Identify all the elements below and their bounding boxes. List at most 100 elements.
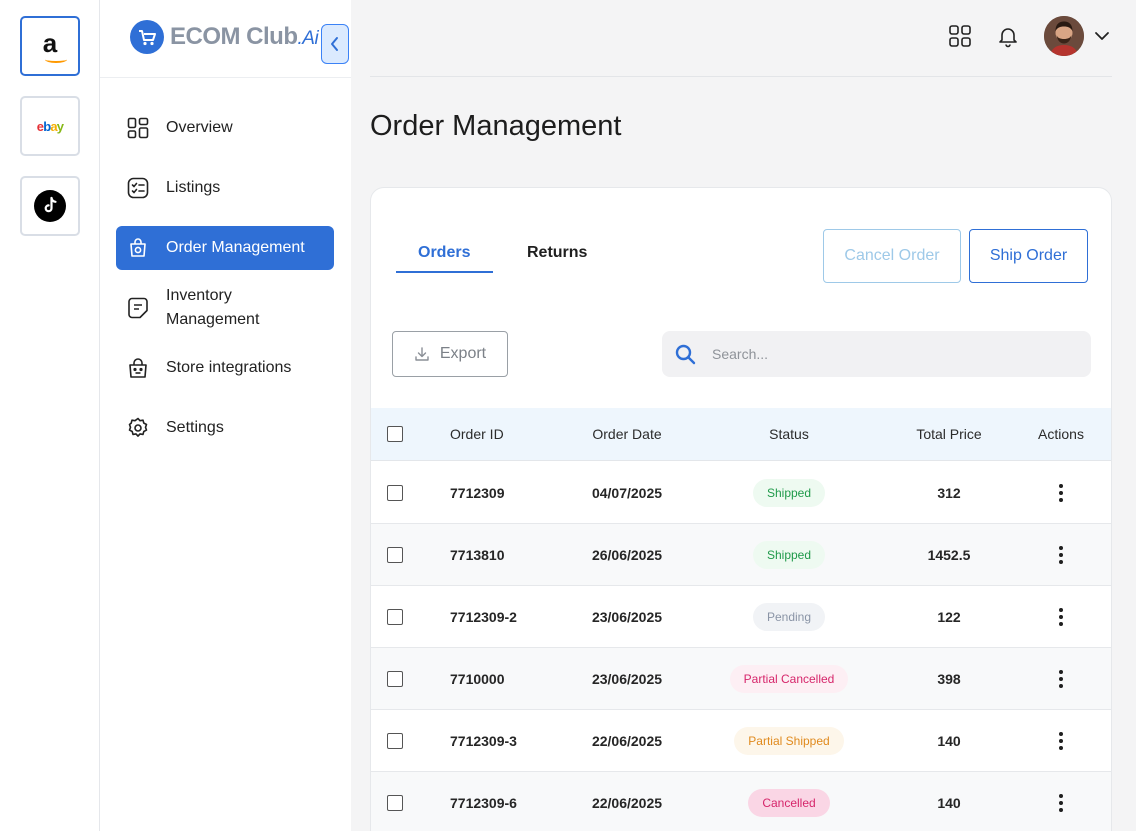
- apps-grid-icon: [949, 25, 971, 47]
- order-date: 23/06/2025: [591, 670, 663, 687]
- nav-label: Listings: [166, 179, 221, 196]
- nav-item-overview[interactable]: Overview: [116, 106, 334, 150]
- order-id: 7712309-6: [450, 794, 517, 811]
- nav-label: Inventory Management: [166, 287, 260, 328]
- chevron-down-icon: [1095, 32, 1109, 40]
- cancel-order-button[interactable]: Cancel Order: [823, 229, 961, 283]
- header-order-date: Order Date: [592, 426, 662, 442]
- row-checkbox[interactable]: [387, 484, 403, 501]
- more-actions-icon[interactable]: [1059, 607, 1063, 626]
- order-id: 7712309-2: [450, 608, 517, 625]
- tab-orders[interactable]: Orders: [418, 244, 471, 261]
- active-tab-indicator: [396, 271, 493, 273]
- order-id: 7712309-3: [450, 732, 517, 749]
- status-badge: Pending: [752, 602, 826, 631]
- order-id: 7713810: [450, 546, 505, 563]
- status-badge: Partial Cancelled: [729, 664, 849, 693]
- gear-icon: [126, 416, 150, 440]
- nav-item-order-management[interactable]: Order Management: [116, 226, 334, 270]
- more-actions-icon[interactable]: [1059, 731, 1063, 750]
- more-actions-icon[interactable]: [1059, 793, 1063, 812]
- orders-card: Orders Returns Cancel Order Ship Order E…: [370, 187, 1112, 831]
- order-date: 22/06/2025: [591, 732, 663, 749]
- nav-label: Store integrations: [166, 359, 292, 376]
- sidebar: ECOM Club.Ai Overview Listings Order Man…: [100, 0, 351, 831]
- order-id: 7712309: [450, 484, 505, 501]
- table-row[interactable]: 7712309 04/07/2025 Shipped 312: [371, 462, 1111, 524]
- search-input[interactable]: [712, 346, 1052, 362]
- order-date: 23/06/2025: [591, 608, 663, 625]
- order-icon: [126, 236, 150, 260]
- search-bar: [662, 331, 1091, 377]
- brand-name: ECOM Club.Ai: [170, 23, 319, 50]
- more-actions-icon[interactable]: [1059, 669, 1063, 688]
- tab-returns[interactable]: Returns: [527, 244, 588, 261]
- nav-item-inventory-management[interactable]: Inventory Management: [116, 284, 334, 332]
- order-date: 22/06/2025: [591, 794, 663, 811]
- row-checkbox[interactable]: [387, 546, 403, 563]
- download-icon: [415, 347, 429, 361]
- order-date: 26/06/2025: [591, 546, 663, 563]
- more-actions-icon[interactable]: [1059, 483, 1063, 502]
- status-badge: Shipped: [752, 540, 826, 569]
- order-id: 7710000: [450, 670, 505, 687]
- store-amazon-button[interactable]: a: [20, 16, 80, 76]
- store-tiktok-button[interactable]: [20, 176, 80, 236]
- total-price: 312: [937, 484, 961, 501]
- export-button[interactable]: Export: [392, 331, 508, 377]
- order-date: 04/07/2025: [591, 484, 663, 501]
- header-total-price: Total Price: [916, 426, 982, 442]
- row-checkbox[interactable]: [387, 670, 403, 687]
- brand-logo[interactable]: ECOM Club.Ai: [130, 20, 319, 54]
- page-title: Order Management: [370, 110, 622, 142]
- export-label: Export: [439, 345, 487, 362]
- nav-item-settings[interactable]: Settings: [116, 406, 334, 450]
- ship-order-button[interactable]: Ship Order: [969, 229, 1088, 283]
- chevron-left-icon: [331, 37, 338, 51]
- tiktok-icon: [34, 190, 66, 222]
- status-badge: Shipped: [752, 478, 826, 507]
- total-price: 140: [937, 794, 961, 811]
- row-checkbox[interactable]: [387, 794, 403, 811]
- header-actions: Actions: [1038, 426, 1084, 442]
- nav-label: Overview: [166, 119, 233, 136]
- checklist-icon: [126, 176, 150, 200]
- table-header: Order ID Order Date Status Total Price A…: [371, 408, 1111, 461]
- ebay-icon: ebay: [36, 118, 64, 134]
- notifications-button[interactable]: [994, 22, 1022, 50]
- store-rail: a ebay: [0, 0, 100, 831]
- inventory-icon: [126, 296, 150, 320]
- total-price: 140: [937, 732, 961, 749]
- status-badge: Cancelled: [748, 788, 830, 817]
- nav-label: Order Management: [166, 239, 305, 256]
- nav-label: Settings: [166, 419, 224, 436]
- table-row[interactable]: 7712309-2 23/06/2025 Pending 122: [371, 586, 1111, 648]
- search-icon: [675, 344, 696, 365]
- header-order-id: Order ID: [450, 426, 504, 442]
- store-icon: [126, 356, 150, 380]
- collapse-sidebar-button[interactable]: [321, 24, 349, 64]
- table-row[interactable]: 7712309-3 22/06/2025 Partial Shipped 140: [371, 710, 1111, 772]
- status-badge: Partial Shipped: [734, 726, 844, 755]
- total-price: 398: [937, 670, 961, 687]
- select-all-checkbox[interactable]: [387, 426, 403, 442]
- account-menu-button[interactable]: [1088, 22, 1116, 50]
- cart-logo-icon: [130, 20, 164, 54]
- apps-button[interactable]: [946, 22, 974, 50]
- store-ebay-button[interactable]: ebay: [20, 96, 80, 156]
- row-checkbox[interactable]: [387, 608, 403, 625]
- row-checkbox[interactable]: [387, 732, 403, 749]
- grid-icon: [126, 116, 150, 140]
- table-row[interactable]: 7712309-6 22/06/2025 Cancelled 140: [371, 772, 1111, 831]
- amazon-icon: a: [43, 30, 67, 63]
- more-actions-icon[interactable]: [1059, 545, 1063, 564]
- table-row[interactable]: 7713810 26/06/2025 Shipped 1452.5: [371, 524, 1111, 586]
- table-row[interactable]: 7710000 23/06/2025 Partial Cancelled 398: [371, 648, 1111, 710]
- total-price: 1452.5: [927, 546, 971, 563]
- header-status: Status: [769, 426, 809, 442]
- nav-item-store-integrations[interactable]: Store integrations: [116, 346, 334, 390]
- nav-item-listings[interactable]: Listings: [116, 166, 334, 210]
- avatar-photo-icon: [1044, 16, 1084, 56]
- user-avatar[interactable]: [1044, 16, 1084, 56]
- bell-icon: [999, 28, 1017, 48]
